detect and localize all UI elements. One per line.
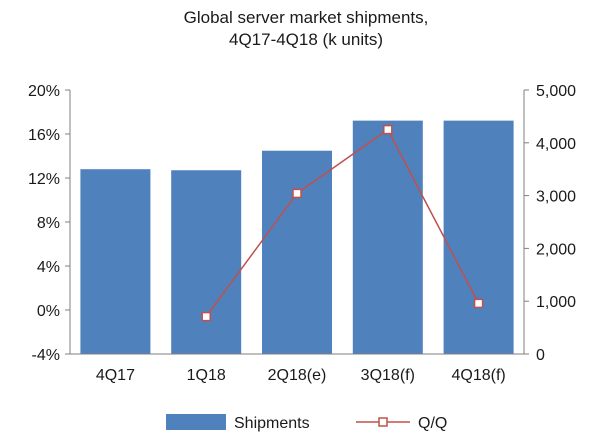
chart-title-line-1: Global server market shipments, — [183, 8, 429, 27]
bar-1Q18 — [171, 170, 242, 354]
left-tick-label: 12% — [28, 171, 60, 188]
category-label: 4Q17 — [96, 367, 135, 384]
bar-4Q18(f) — [443, 120, 514, 355]
left-tick-label: 0% — [37, 303, 60, 320]
qq-line — [205, 128, 480, 318]
category-label: 4Q18(f) — [451, 367, 505, 384]
category-label: 3Q18(f) — [361, 367, 415, 384]
category-label: 2Q18(e) — [268, 367, 327, 384]
legend-label-qq: Q/Q — [418, 415, 447, 432]
chart-title-line-2: 4Q17-4Q18 (k units) — [228, 30, 383, 49]
left-tick-label: 8% — [37, 215, 60, 232]
legend-label-shipments: Shipments — [234, 415, 310, 432]
qq-point-2Q18(e) — [292, 188, 302, 199]
right-tick-label: 3,000 — [536, 189, 576, 206]
bars-group — [80, 120, 514, 355]
right-tick-label: 4,000 — [536, 136, 576, 153]
left-axis-ticks: -4% 0% 4% 8% 12% 16% 20% — [28, 83, 70, 364]
right-tick-label: 0 — [536, 347, 545, 364]
category-labels: 4Q17 1Q18 2Q18(e) 3Q18(f) 4Q18(f) — [96, 367, 506, 384]
right-tick-label: 1,000 — [536, 294, 576, 311]
right-tick-label: 5,000 — [536, 83, 576, 100]
category-label: 1Q18 — [187, 367, 226, 384]
left-tick-label: 20% — [28, 83, 60, 100]
qq-point-1Q18 — [201, 311, 211, 322]
legend-swatch-shipments — [166, 414, 226, 430]
left-tick-label: -4% — [32, 347, 60, 364]
bar-4Q17 — [80, 169, 151, 354]
bar-2Q18(e) — [262, 150, 332, 354]
right-tick-label: 2,000 — [536, 241, 576, 258]
legend: Shipments Q/Q — [166, 414, 447, 432]
bar-3Q18(f) — [352, 120, 423, 355]
right-axis-ticks: 0 1,000 2,000 3,000 4,000 5,000 — [524, 83, 576, 364]
legend-swatch-qq-marker — [378, 417, 388, 427]
left-tick-label: 4% — [37, 259, 60, 276]
qq-point-3Q18(f) — [383, 124, 393, 135]
left-tick-label: 16% — [28, 127, 60, 144]
qq-point-4Q18(f) — [473, 298, 484, 309]
qq-line-group — [201, 124, 484, 322]
